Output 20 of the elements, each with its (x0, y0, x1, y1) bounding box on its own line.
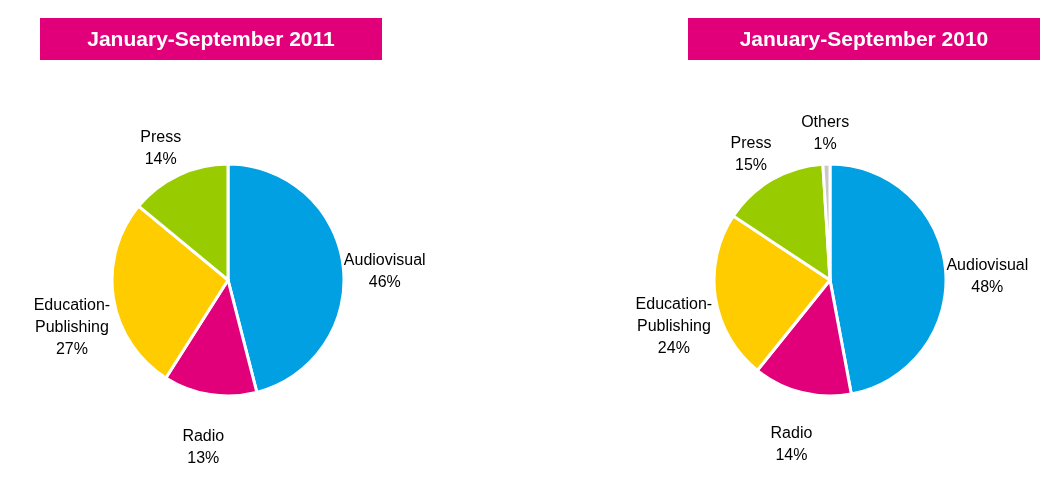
slice-label: Radio (770, 424, 813, 442)
data-label: 27% (55, 339, 88, 357)
data-label: 13% (187, 449, 220, 467)
data-label: 15% (734, 156, 768, 174)
data-label: 1% (813, 135, 837, 153)
slice-label: Education-Publishing (635, 295, 713, 335)
slice-label: Press (730, 134, 772, 152)
slice-label: Press (140, 128, 182, 146)
slice-label: Education-Publishing (33, 295, 111, 335)
chart-title: January-September 2010 (688, 18, 1040, 60)
slice-label: Radio (182, 427, 225, 445)
data-label: 14% (144, 150, 177, 168)
slice-label: Audiovisual (946, 256, 1029, 274)
slice-label: Audiovisual (343, 251, 426, 269)
data-label: 24% (657, 339, 690, 357)
chart-title: January-September 2011 (40, 18, 382, 60)
data-label: 46% (368, 273, 401, 291)
data-label: 14% (775, 446, 808, 464)
slice-label: Others (801, 113, 850, 131)
data-label: 48% (971, 278, 1004, 296)
